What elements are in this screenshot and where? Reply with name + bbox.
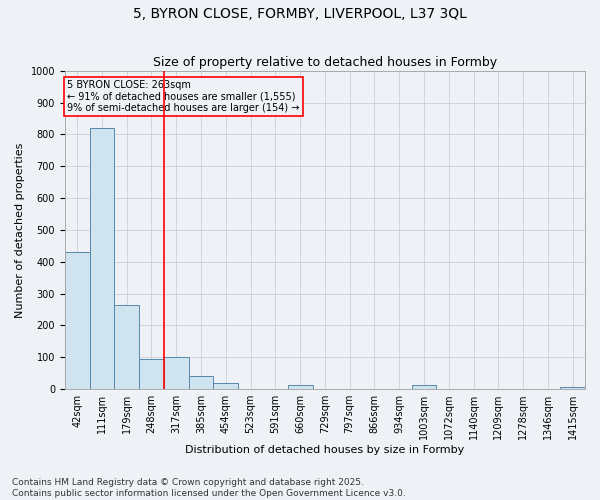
- Bar: [115, 304, 139, 389]
- Bar: [188, 376, 214, 389]
- X-axis label: Distribution of detached houses by size in Formby: Distribution of detached houses by size …: [185, 445, 464, 455]
- Text: 5 BYRON CLOSE: 263sqm
← 91% of detached houses are smaller (1,555)
9% of semi-de: 5 BYRON CLOSE: 263sqm ← 91% of detached …: [67, 80, 300, 114]
- Bar: [288, 384, 313, 389]
- Bar: [65, 252, 89, 389]
- Bar: [139, 359, 164, 389]
- Bar: [560, 388, 585, 389]
- Y-axis label: Number of detached properties: Number of detached properties: [15, 142, 25, 318]
- Bar: [164, 357, 188, 389]
- Text: Contains HM Land Registry data © Crown copyright and database right 2025.
Contai: Contains HM Land Registry data © Crown c…: [12, 478, 406, 498]
- Bar: [412, 384, 436, 389]
- Text: 5, BYRON CLOSE, FORMBY, LIVERPOOL, L37 3QL: 5, BYRON CLOSE, FORMBY, LIVERPOOL, L37 3…: [133, 8, 467, 22]
- Title: Size of property relative to detached houses in Formby: Size of property relative to detached ho…: [153, 56, 497, 70]
- Bar: [89, 128, 115, 389]
- Bar: [214, 384, 238, 389]
